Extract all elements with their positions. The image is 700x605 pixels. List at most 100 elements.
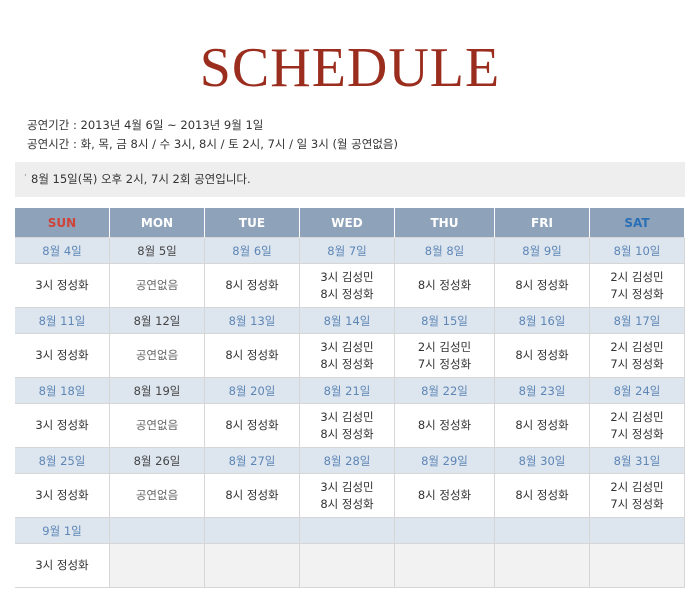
date-cell: 8월 20일 <box>205 378 300 404</box>
performance-cell: 3시 정성화 <box>15 404 110 448</box>
performance-times: 공연시간 : 화, 목, 금 8시 / 수 3시, 8시 / 토 2시, 7시 … <box>27 137 398 151</box>
date-cell: 8월 6일 <box>205 238 300 264</box>
performance-cell: 3시 정성화 <box>15 474 110 518</box>
performance-entry: 8시 정성화 <box>320 356 374 371</box>
performance-cell: 2시 김성민 7시 정성화 <box>590 474 685 518</box>
performance-entry: 3시 정성화 <box>35 418 89 432</box>
empty-date-cell <box>495 518 590 544</box>
performance-entry: 2시 김성민 <box>610 339 664 354</box>
performance-entry: 8시 정성화 <box>515 278 569 292</box>
performance-cell: 공연없음 <box>110 474 205 518</box>
performance-cell: 8시 정성화 <box>495 474 590 518</box>
performance-entry: 8시 정성화 <box>225 348 279 362</box>
empty-cell <box>590 544 685 588</box>
performance-entry: 3시 정성화 <box>35 278 89 292</box>
date-cell: 8월 28일 <box>300 448 395 474</box>
performance-entry: 7시 정성화 <box>610 356 664 371</box>
performance-entry: 공연없음 <box>135 348 179 362</box>
date-cell: 8월 17일 <box>590 308 685 334</box>
date-cell: 8월 25일 <box>15 448 110 474</box>
performance-cell: 3시 김성민 8시 정성화 <box>300 264 395 308</box>
empty-cell <box>300 544 395 588</box>
performance-cell: 3시 김성민 8시 정성화 <box>300 474 395 518</box>
performance-entry: 3시 김성민 <box>320 409 374 424</box>
performance-cell: 3시 정성화 <box>15 334 110 378</box>
date-cell: 8월 23일 <box>495 378 590 404</box>
performance-cell: 3시 정성화 <box>15 264 110 308</box>
performance-entry: 3시 정성화 <box>35 558 89 572</box>
day-header-thu: THU <box>395 208 495 238</box>
performance-cell: 8시 정성화 <box>495 334 590 378</box>
date-cell: 8월 9일 <box>495 238 590 264</box>
empty-cell <box>110 544 205 588</box>
page-title: SCHEDULE <box>199 37 501 99</box>
performance-entry: 7시 정성화 <box>417 356 472 371</box>
date-cell: 8월 8일 <box>395 238 495 264</box>
performance-entry: 공연없음 <box>135 278 179 292</box>
performance-entry: 8시 정성화 <box>515 488 569 502</box>
date-cell: 8월 5일 <box>110 238 205 264</box>
notice-text: 8월 15일(목) 오후 2시, 7시 2회 공연입니다. <box>31 172 251 186</box>
date-cell: 8월 13일 <box>205 308 300 334</box>
performance-entry: 2시 김성민 <box>610 409 664 424</box>
performance-cell: 8시 정성화 <box>205 334 300 378</box>
date-cell: 9월 1일 <box>15 518 110 544</box>
performance-entry: 3시 정성화 <box>35 488 89 502</box>
date-cell: 8월 26일 <box>110 448 205 474</box>
performance-entry: 8시 정성화 <box>515 348 569 362</box>
bullet-icon: · <box>24 171 27 181</box>
day-header-sat: SAT <box>590 208 685 238</box>
performance-entry: 3시 김성민 <box>320 339 374 354</box>
performance-cell: 8시 정성화 <box>205 474 300 518</box>
performance-entry: 3시 김성민 <box>320 479 374 494</box>
performance-entry: 8시 정성화 <box>225 418 279 432</box>
performance-entry: 8시 정성화 <box>225 278 279 292</box>
empty-date-cell <box>300 518 395 544</box>
performance-entry: 2시 김성민 <box>610 479 664 494</box>
performance-entry: 2시 김성민 <box>417 339 472 354</box>
performance-cell: 2시 김성민 7시 정성화 <box>395 334 495 378</box>
performance-entry: 8시 정성화 <box>417 488 472 502</box>
performance-entry: 8시 정성화 <box>417 278 472 292</box>
performance-entry: 공연없음 <box>135 488 179 502</box>
performance-cell: 8시 정성화 <box>395 474 495 518</box>
performance-cell: 2시 김성민 7시 정성화 <box>590 264 685 308</box>
performance-entry: 3시 김성민 <box>320 269 374 284</box>
date-cell: 8월 10일 <box>590 238 685 264</box>
performance-cell: 8시 정성화 <box>395 404 495 448</box>
performance-cell: 3시 김성민 8시 정성화 <box>300 334 395 378</box>
performance-cell: 3시 김성민 8시 정성화 <box>300 404 395 448</box>
date-cell: 8월 16일 <box>495 308 590 334</box>
schedule-calendar: SUN MON TUE WED THU FRI SAT 8월 4일 8월 5일 8월 6일 8월 7… <box>15 208 685 588</box>
performance-entry: 7시 정성화 <box>610 426 664 441</box>
empty-date-cell <box>110 518 205 544</box>
performance-cell: 8시 정성화 <box>205 264 300 308</box>
day-header-fri: FRI <box>495 208 590 238</box>
date-cell: 8월 12일 <box>110 308 205 334</box>
day-header-wed: WED <box>300 208 395 238</box>
performance-cell: 공연없음 <box>110 334 205 378</box>
date-cell: 8월 19일 <box>110 378 205 404</box>
performance-entry: 8시 정성화 <box>320 426 374 441</box>
performance-entry: 8시 정성화 <box>515 418 569 432</box>
date-cell: 8월 14일 <box>300 308 395 334</box>
date-cell: 8월 27일 <box>205 448 300 474</box>
performance-entry: 2시 김성민 <box>610 269 664 284</box>
performance-entry: 8시 정성화 <box>320 496 374 511</box>
date-cell: 8월 15일 <box>395 308 495 334</box>
performance-cell: 8시 정성화 <box>495 404 590 448</box>
performance-cell: 2시 김성민 7시 정성화 <box>590 404 685 448</box>
date-cell: 8월 30일 <box>495 448 590 474</box>
performance-entry: 3시 정성화 <box>35 348 89 362</box>
day-header-tue: TUE <box>205 208 300 238</box>
performance-entry: 8시 정성화 <box>320 286 374 301</box>
day-header-mon: MON <box>110 208 205 238</box>
performance-entry: 7시 정성화 <box>610 286 664 301</box>
performance-cell: 3시 정성화 <box>15 544 110 588</box>
performance-entry: 8시 정성화 <box>225 488 279 502</box>
day-header-sun: SUN <box>15 208 110 238</box>
empty-cell <box>205 544 300 588</box>
performance-cell: 공연없음 <box>110 264 205 308</box>
date-cell: 8월 11일 <box>15 308 110 334</box>
performance-cell: 8시 정성화 <box>495 264 590 308</box>
